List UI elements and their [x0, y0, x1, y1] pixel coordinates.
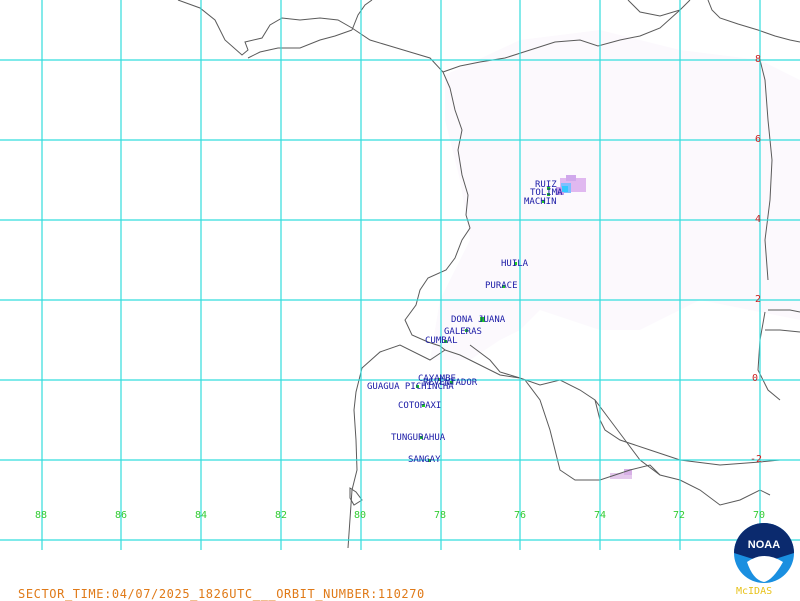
volcano-label: REVENTADOR	[423, 378, 478, 388]
volcano-label: CUMBAL	[425, 336, 458, 346]
lon-label: 74	[594, 510, 607, 521]
lon-label: 86	[115, 510, 128, 521]
lon-label: 70	[753, 510, 766, 521]
lon-label: 78	[434, 510, 447, 521]
volcano-label: DONA JUANA	[451, 315, 506, 325]
volcano-label: TUNGURAHUA	[391, 433, 446, 443]
lat-label: 6	[755, 134, 762, 145]
lon-label: 84	[195, 510, 208, 521]
volcano-label: GALERAS	[444, 327, 482, 337]
volcano-label: PURACE	[485, 281, 518, 291]
volcano-label: MACHIN	[524, 197, 557, 207]
lon-label: 88	[35, 510, 48, 521]
lat-label: 2	[755, 294, 762, 305]
volcano-label: GUAGUA PICHINCHA	[367, 382, 454, 392]
volcano-markers	[416, 187, 550, 462]
volcano-label: CAYAMBE	[418, 374, 456, 384]
volcano-label: SANGAY	[408, 455, 441, 465]
detection-pixels	[556, 175, 632, 479]
lon-label: 76	[514, 510, 527, 521]
lon-label: 82	[275, 510, 288, 521]
lat-label: 8	[755, 54, 762, 65]
coastlines	[177, 0, 800, 549]
lon-label: 72	[673, 510, 686, 521]
lat-label: -2	[750, 454, 763, 465]
volcano-label: COTOPAXI	[398, 401, 442, 411]
mcidas-logo-text: McIDAS	[736, 586, 773, 597]
cloud-tint	[430, 30, 800, 360]
noaa-logo: NOAA	[734, 523, 794, 583]
sector-info-footer: SECTOR_TIME:04/07/2025_1826UTC___ORBIT_N…	[18, 587, 425, 601]
lat-label: 4	[755, 214, 762, 225]
lon-label: 80	[354, 510, 367, 521]
volcano-label: HUILA	[501, 259, 529, 269]
noaa-logo-badge: NOAA	[748, 539, 780, 551]
volcano-label: RUIZ	[535, 180, 557, 190]
lat-label: 0	[752, 373, 759, 384]
graticule	[0, 0, 800, 550]
volcano-label: TOLIMA	[530, 188, 563, 198]
